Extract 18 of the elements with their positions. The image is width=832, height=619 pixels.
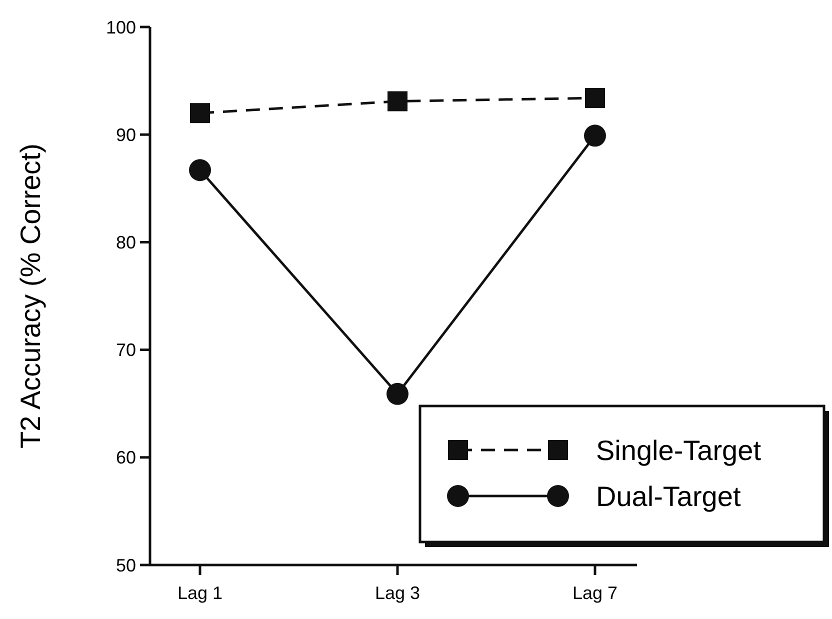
y-axis-title: T2 Accuracy (% Correct) [15,144,46,448]
legend-label: Dual-Target [596,480,741,512]
y-tick-label: 60 [116,448,136,468]
point [585,88,605,108]
point [584,124,606,147]
x-tick-label: Lag 3 [374,583,420,603]
point [388,91,408,112]
y-tick-label: 50 [116,555,136,576]
x-tick-label: Lag 7 [572,583,618,603]
point [386,382,408,405]
y-tick-label: 80 [116,232,136,252]
point [190,103,210,124]
y-tick-label: 70 [116,340,136,360]
y-tick-label: 90 [116,124,136,145]
y-tick-label: 100 [106,17,136,38]
legend-label: Single-Target [596,434,762,466]
x-tick-label: Lag 1 [177,583,223,603]
point [189,159,211,182]
